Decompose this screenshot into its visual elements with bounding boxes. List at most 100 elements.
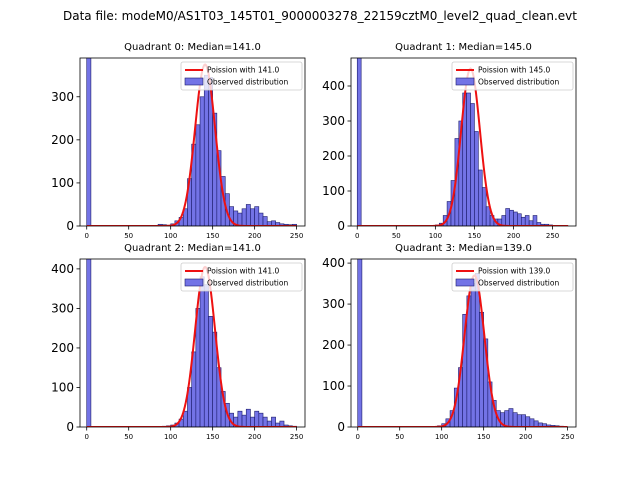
subplot-quadrant-3: Quadrant 3: Median=139.0 0 100 200 300 400 0 50… — [322, 243, 577, 441]
histogram-bar — [199, 276, 205, 427]
poisson-curve — [357, 67, 569, 226]
legend-bar-label: Observed distribution — [478, 279, 559, 288]
y-tick-label: 100 — [322, 379, 345, 393]
histogram-bar — [470, 103, 475, 226]
x-tick-label: 50 — [392, 232, 401, 240]
histogram-bar — [250, 416, 255, 427]
x-tick-label: 200 — [248, 232, 261, 240]
histogram-bar — [466, 92, 471, 226]
x-tick-label: 200 — [248, 433, 261, 441]
histogram-bar — [258, 212, 264, 226]
histogram-bar — [250, 208, 255, 226]
y-tick-label: 200 — [51, 133, 74, 147]
legend-bar-swatch — [184, 77, 204, 86]
legend: Poission with 141.0 Observed distribution — [180, 262, 303, 292]
histogram-bar — [524, 215, 530, 226]
histogram-bar — [517, 213, 522, 226]
legend-line-label: Poission with 141.0 — [207, 66, 280, 75]
legend-line-label: Poission with 145.0 — [478, 66, 551, 75]
histogram-bar — [86, 259, 92, 427]
x-tick-label: 250 — [290, 232, 303, 240]
x-tick-label: 250 — [561, 433, 574, 441]
y-tick-label: 400 — [51, 262, 74, 276]
x-tick-label: 150 — [206, 232, 219, 240]
histogram-bar — [504, 410, 510, 427]
x-tick-label: 50 — [124, 433, 133, 441]
histogram-bar — [208, 316, 213, 427]
legend-bar-label: Observed distribution — [478, 78, 559, 87]
axes-frame — [79, 57, 306, 227]
histogram-bar — [241, 208, 247, 226]
x-tick-label: 0 — [355, 232, 359, 240]
x-tick-label: 100 — [435, 433, 448, 441]
histogram-bar — [501, 215, 506, 226]
histogram-bar — [470, 283, 476, 427]
y-tick-label: 400 — [322, 256, 345, 270]
x-tick-label: 200 — [507, 232, 520, 240]
poisson-curve — [86, 63, 297, 226]
y-tick-label: 200 — [51, 341, 74, 355]
histogram-bar — [195, 124, 201, 226]
subplot-quadrant-0: Quadrant 0: Median=141.0 0 100 200 300 0 50 100… — [51, 42, 306, 240]
y-tick-label: 300 — [322, 297, 345, 311]
legend: Poission with 139.0 Observed distribution — [451, 262, 574, 292]
histogram-bar — [478, 169, 483, 226]
histogram-bar — [203, 74, 209, 226]
subplot-quadrant-2: Quadrant 2: Median=141.0 0 100 200 300 400 0 50… — [51, 243, 306, 441]
y-tick-label: 100 — [51, 176, 74, 190]
x-tick-label: 0 — [355, 433, 359, 441]
y-tick-label: 200 — [322, 149, 345, 163]
legend-bar-label: Observed distribution — [207, 78, 288, 87]
axes-frame — [350, 258, 577, 428]
x-tick-label: 100 — [164, 433, 177, 441]
histogram-bar — [508, 408, 514, 427]
subplot-title: Quadrant 0: Median=141.0 — [124, 42, 261, 53]
x-tick-label: 50 — [124, 232, 133, 240]
legend: Poission with 145.0 Observed distribution — [451, 61, 574, 91]
legend-line-label: Poission with 139.0 — [478, 267, 551, 276]
x-tick-label: 150 — [477, 433, 490, 441]
y-tick-label: 100 — [322, 184, 345, 198]
y-tick-label: 0 — [337, 219, 345, 233]
axes-frame — [350, 57, 577, 227]
histogram-bar — [237, 410, 243, 427]
legend-box — [180, 262, 303, 292]
histogram-bar — [199, 96, 205, 226]
histogram-bar — [516, 414, 522, 427]
y-tick-label: 300 — [51, 301, 74, 315]
legend-bar-label: Observed distribution — [207, 279, 288, 288]
legend-box — [451, 262, 574, 292]
x-tick-label: 250 — [290, 433, 303, 441]
x-tick-label: 250 — [546, 232, 559, 240]
histogram-bar — [258, 412, 264, 427]
histogram-bar — [245, 408, 251, 427]
histogram-bar — [357, 259, 363, 427]
histogram-bar — [513, 211, 518, 226]
subplot-title: Quadrant 1: Median=145.0 — [395, 42, 532, 53]
histogram-bar — [481, 187, 487, 226]
histogram-bar — [203, 284, 209, 427]
y-tick-label: 200 — [322, 338, 345, 352]
legend-bar-swatch — [455, 278, 475, 287]
histogram-bar — [237, 212, 243, 226]
legend-box — [451, 61, 574, 91]
subplot-title: Quadrant 3: Median=139.0 — [395, 243, 532, 254]
y-tick-label: 400 — [322, 79, 345, 93]
histogram-bar — [474, 131, 479, 226]
legend-line-label: Poission with 141.0 — [207, 267, 280, 276]
legend-box — [180, 61, 303, 91]
histogram-bar — [532, 215, 538, 226]
axes-frame — [79, 258, 306, 428]
y-tick-label: 300 — [51, 90, 74, 104]
histogram-bar — [485, 206, 491, 226]
y-tick-label: 100 — [51, 380, 74, 394]
histogram-bar — [262, 216, 268, 226]
x-tick-label: 50 — [395, 433, 404, 441]
subplot-quadrant-1: Quadrant 1: Median=145.0 0 100 200 300 400 0 50… — [322, 42, 577, 240]
poisson-curve — [357, 274, 568, 427]
histogram-bar — [525, 416, 531, 427]
histogram-bar — [241, 414, 247, 427]
histogram-bar — [262, 416, 268, 427]
legend-bar-swatch — [184, 278, 204, 287]
